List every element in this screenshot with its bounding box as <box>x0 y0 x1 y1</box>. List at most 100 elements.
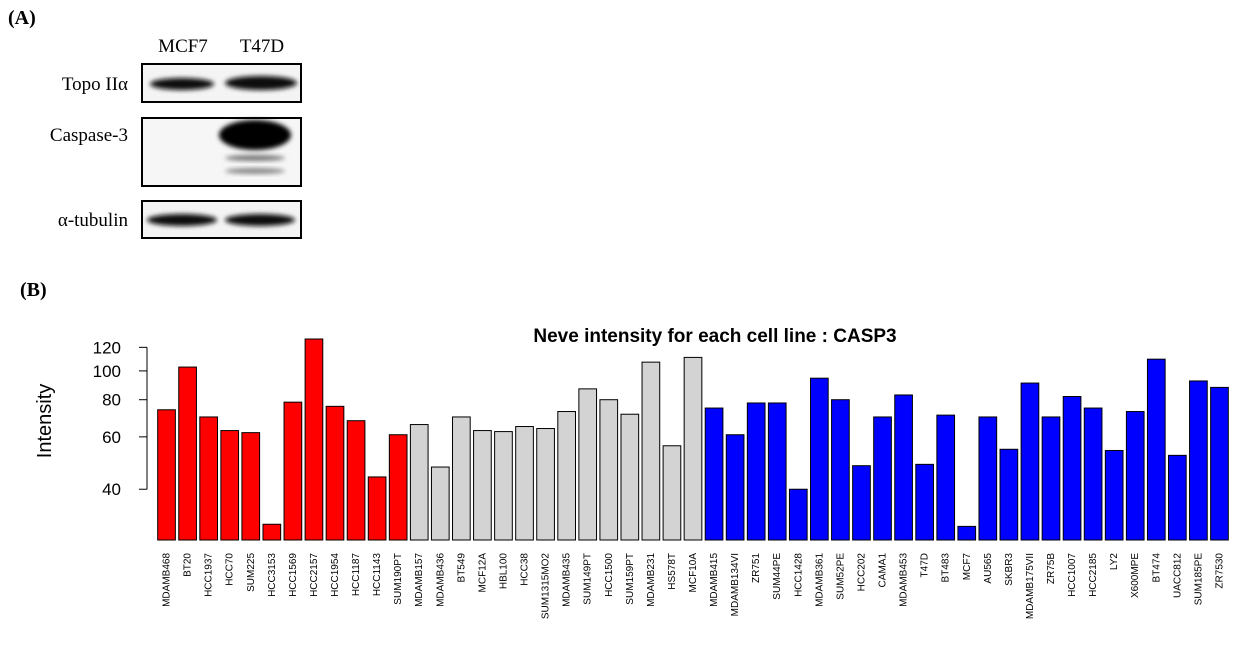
x-tick-label: HCC1007 <box>1067 553 1078 597</box>
x-tick-label: T47D <box>920 553 931 577</box>
x-tick-label: SKBR3 <box>1004 553 1015 586</box>
bar <box>747 403 765 540</box>
bar <box>916 464 934 540</box>
x-tick-label: SUM149PT <box>583 553 594 605</box>
blot-topo <box>142 64 301 102</box>
x-tick-label: UACC812 <box>1172 553 1183 598</box>
bar <box>495 432 513 540</box>
bar <box>305 339 323 540</box>
bar <box>1042 417 1060 540</box>
blot-caspase <box>142 118 301 186</box>
y-axis-label: Intensity <box>34 384 56 458</box>
bar <box>642 362 660 540</box>
bar <box>200 417 218 540</box>
bar <box>179 367 197 540</box>
bar <box>663 446 681 540</box>
x-tick-label: SUM44PE <box>772 553 783 600</box>
x-tick-label: HCC70 <box>225 553 236 586</box>
bar <box>1147 359 1165 540</box>
x-tick-label: MDAMB436 <box>435 553 446 607</box>
figure: (A) MCF7 T47D Topo IIα Caspase-3 α-tubul… <box>0 0 1234 651</box>
bar <box>537 429 555 540</box>
x-tick-label: BT20 <box>183 553 194 577</box>
x-tick-label: CAMA1 <box>878 553 889 588</box>
bar <box>1063 397 1081 540</box>
bar <box>1000 449 1018 540</box>
y-tick-label: 60 <box>102 428 121 447</box>
bar <box>811 378 829 540</box>
y-tick-label: 80 <box>102 391 121 410</box>
bar <box>684 357 702 540</box>
blot-label: Caspase-3 <box>50 125 128 146</box>
x-tick-label: HCC1954 <box>330 553 341 597</box>
x-tick-label: SUM190PT <box>393 553 404 605</box>
bar <box>621 414 639 540</box>
bar <box>221 431 239 540</box>
bar <box>558 412 576 540</box>
x-tick-label: BT549 <box>456 553 467 583</box>
x-tick-label: MDAMB415 <box>709 553 720 607</box>
x-tick-label: ZR7530 <box>1214 553 1225 589</box>
chart-title: Neve intensity for each cell line : CASP… <box>533 326 896 347</box>
x-tick-label: MCF12A <box>477 553 488 593</box>
bar <box>326 406 344 540</box>
x-tick-label: AU565 <box>983 553 994 584</box>
x-tick-label: HCC3153 <box>267 553 278 597</box>
x-tick-label: MDAMB435 <box>562 553 573 607</box>
bar <box>895 395 913 540</box>
x-tick-label: LY2 <box>1109 553 1120 570</box>
blot-tubulin <box>142 201 301 238</box>
x-tick-label: HCC38 <box>520 553 531 586</box>
x-tick-label: BT483 <box>941 553 952 583</box>
x-tick-label: MCF10A <box>688 553 699 593</box>
bar <box>242 433 260 540</box>
panel-label: (B) <box>20 279 47 301</box>
x-tick-label: HCC202 <box>856 553 867 592</box>
x-tick-label: SUM52PE <box>835 553 846 600</box>
bar <box>410 425 428 540</box>
x-tick-label: HCC2157 <box>309 553 320 597</box>
bar <box>832 400 850 540</box>
panel-label: (A) <box>8 7 36 29</box>
bar <box>263 524 281 540</box>
x-tick-label: HCC1143 <box>372 553 383 597</box>
bar <box>516 427 534 540</box>
bar <box>979 417 997 540</box>
x-tick-label: HCC1937 <box>204 553 215 597</box>
x-tick-label: HCC2185 <box>1088 553 1099 597</box>
x-tick-label: SUM185PE <box>1193 553 1204 606</box>
blot-label: Topo IIα <box>62 74 128 95</box>
x-tick-label: SUM1315MO2 <box>541 553 552 620</box>
bar <box>874 417 892 540</box>
bar <box>1190 381 1208 540</box>
x-tick-label: MCF7 <box>962 553 973 581</box>
x-tick-label: SUM225 <box>246 553 257 592</box>
x-tick-label: MDAMB134VI <box>730 553 741 616</box>
x-tick-label: BT474 <box>1151 553 1162 583</box>
x-tick-label: ZR75B <box>1046 553 1057 584</box>
lane-label: T47D <box>240 36 284 57</box>
bar <box>1021 383 1039 540</box>
bar <box>1169 455 1187 540</box>
x-tick-label: ZR751 <box>751 553 762 583</box>
x-tick-label: MDAMB157 <box>414 553 425 607</box>
bar <box>1211 387 1229 540</box>
bar <box>1105 450 1123 540</box>
bar <box>600 400 618 540</box>
bar <box>431 467 449 540</box>
lane-label: MCF7 <box>158 36 208 57</box>
bar <box>937 415 955 540</box>
bar <box>768 403 786 540</box>
bar <box>158 410 176 540</box>
x-tick-label: HCC1187 <box>351 553 362 597</box>
y-tick-label: 100 <box>93 362 121 381</box>
bar <box>958 526 976 540</box>
x-tick-label: MDAMB453 <box>899 553 910 607</box>
bar <box>726 435 744 540</box>
bar <box>389 435 407 540</box>
bar <box>474 431 492 540</box>
bar <box>453 417 471 540</box>
bar <box>789 489 807 540</box>
bar <box>368 477 386 540</box>
